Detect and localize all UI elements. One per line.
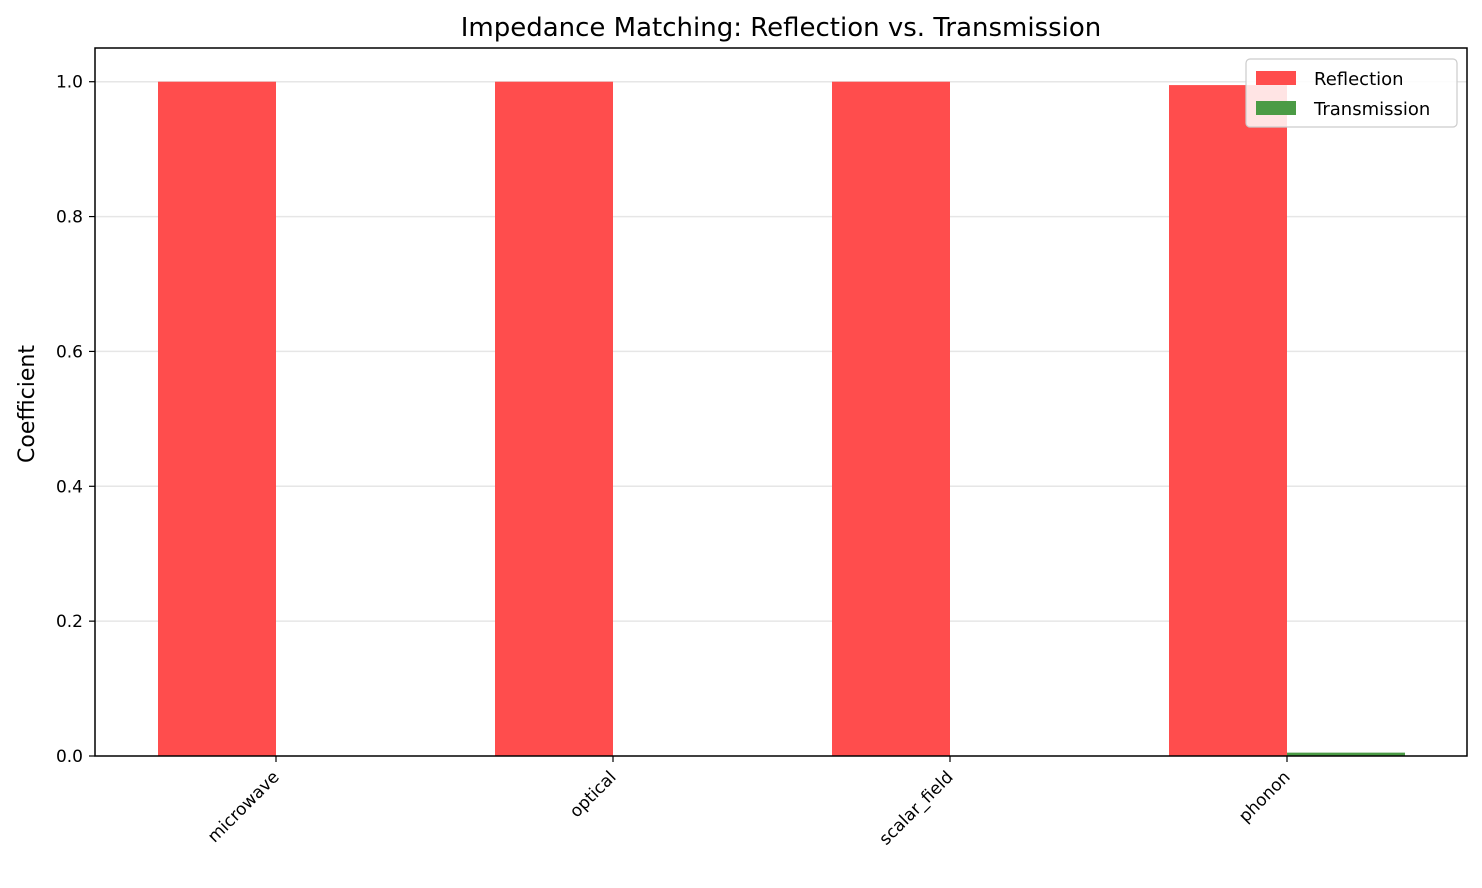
y-tick-label: 1.0 [56, 73, 83, 93]
x-tick-label: scalar_field [876, 767, 958, 849]
y-tick-label: 0.6 [56, 342, 83, 362]
y-tick-label: 0.8 [56, 208, 83, 228]
legend-swatch-transmission [1256, 101, 1296, 115]
bar-reflection-microwave [158, 81, 276, 756]
y-tick-label: 0.2 [56, 612, 83, 632]
x-tick-label: optical [566, 767, 621, 822]
legend-label-transmission: Transmission [1313, 99, 1430, 120]
y-axis-label: Coefficient [15, 345, 40, 463]
bar-reflection-phonon [1169, 85, 1287, 757]
legend: Reflection Transmission [1245, 58, 1458, 128]
x-tick-label: microwave [204, 767, 284, 847]
bar-reflection-scalar_field [832, 81, 950, 756]
legend-label-reflection: Reflection [1314, 69, 1404, 90]
legend-swatch-reflection [1256, 71, 1296, 85]
chart-title: Impedance Matching: Reflection vs. Trans… [461, 13, 1102, 43]
y-tick-label: 0.4 [56, 477, 83, 497]
legend-box [1245, 58, 1458, 128]
y-tick-label: 0.0 [56, 747, 83, 767]
x-tick-label: phonon [1235, 767, 1294, 826]
plot-frame [94, 47, 1468, 757]
bar-reflection-optical [495, 81, 613, 756]
bar-transmission-phonon [1287, 752, 1405, 756]
bars [158, 81, 1405, 757]
